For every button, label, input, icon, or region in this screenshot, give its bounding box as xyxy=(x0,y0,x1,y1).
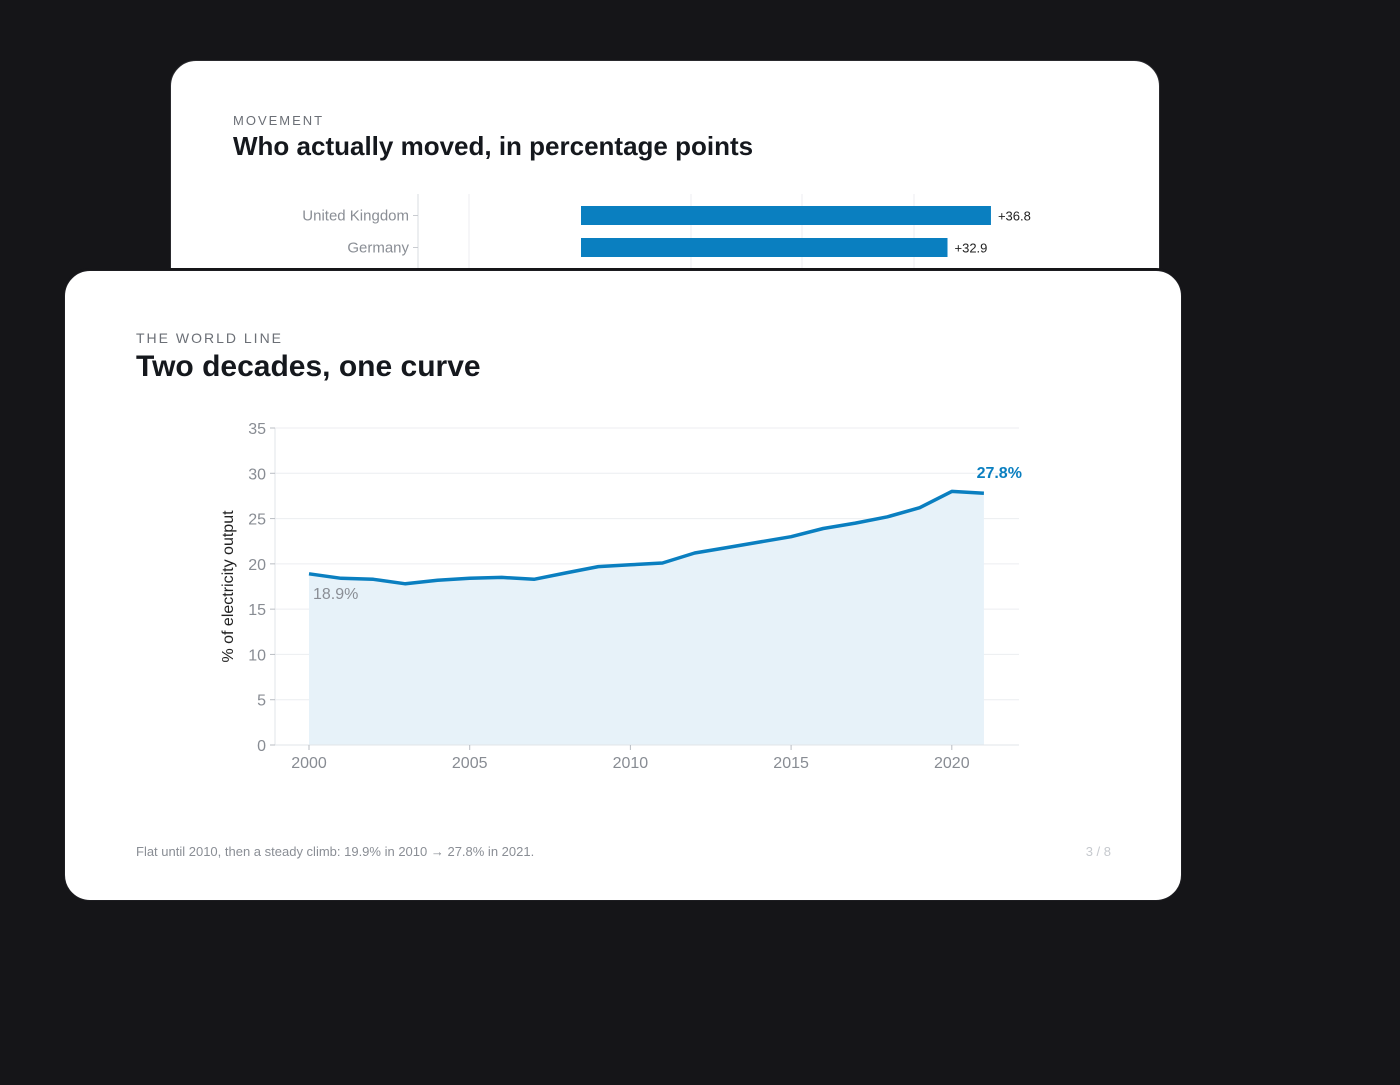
chart-caption: Flat until 2010, then a steady climb: 19… xyxy=(136,844,535,859)
start-annotation: 18.9% xyxy=(313,586,358,603)
bar-value-label: +32.9 xyxy=(955,241,988,256)
x-tick-label: 2020 xyxy=(934,755,970,772)
end-annotation: 27.8% xyxy=(977,465,1022,482)
bar xyxy=(581,206,991,225)
movement-eyebrow: MOVEMENT xyxy=(233,113,325,128)
area-fill xyxy=(309,491,984,745)
page-indicator: 3 / 8 xyxy=(1085,844,1111,859)
bar-category-label: United Kingdom xyxy=(302,208,409,225)
y-axis-label: % of electricity output xyxy=(220,510,237,663)
x-tick-label: 2005 xyxy=(452,755,488,772)
y-tick-label: 20 xyxy=(248,557,266,574)
series-line xyxy=(308,489,984,586)
y-tick-label: 35 xyxy=(248,421,266,438)
y-tick-label: 15 xyxy=(248,602,266,619)
movement-bar-chart: United Kingdom Germany +36.8 +32.9 xyxy=(302,194,1031,329)
y-tick-label: 25 xyxy=(248,512,266,529)
x-tick-label: 2015 xyxy=(773,755,809,772)
bar-category-label: Germany xyxy=(347,240,409,257)
world-line-eyebrow: THE WORLD LINE xyxy=(136,330,284,346)
world-line-card: THE WORLD LINE Two decades, one curve 0 5… xyxy=(64,270,1182,901)
movement-title: Who actually moved, in percentage points xyxy=(233,131,754,161)
bar xyxy=(581,238,948,257)
bar-value-label: +36.8 xyxy=(998,209,1031,224)
y-tick-label: 10 xyxy=(248,647,266,664)
y-tick-label: 0 xyxy=(257,738,266,755)
world-line-chart: 0 5 10 15 20 25 30 35 2000 2005 2010 2015 2020 % of… xyxy=(220,421,1022,772)
x-tick-label: 2000 xyxy=(291,755,327,772)
world-line-title: Two decades, one curve xyxy=(136,350,481,383)
y-tick-label: 5 xyxy=(257,693,266,710)
y-tick-label: 30 xyxy=(248,466,266,483)
x-tick-label: 2010 xyxy=(613,755,649,772)
